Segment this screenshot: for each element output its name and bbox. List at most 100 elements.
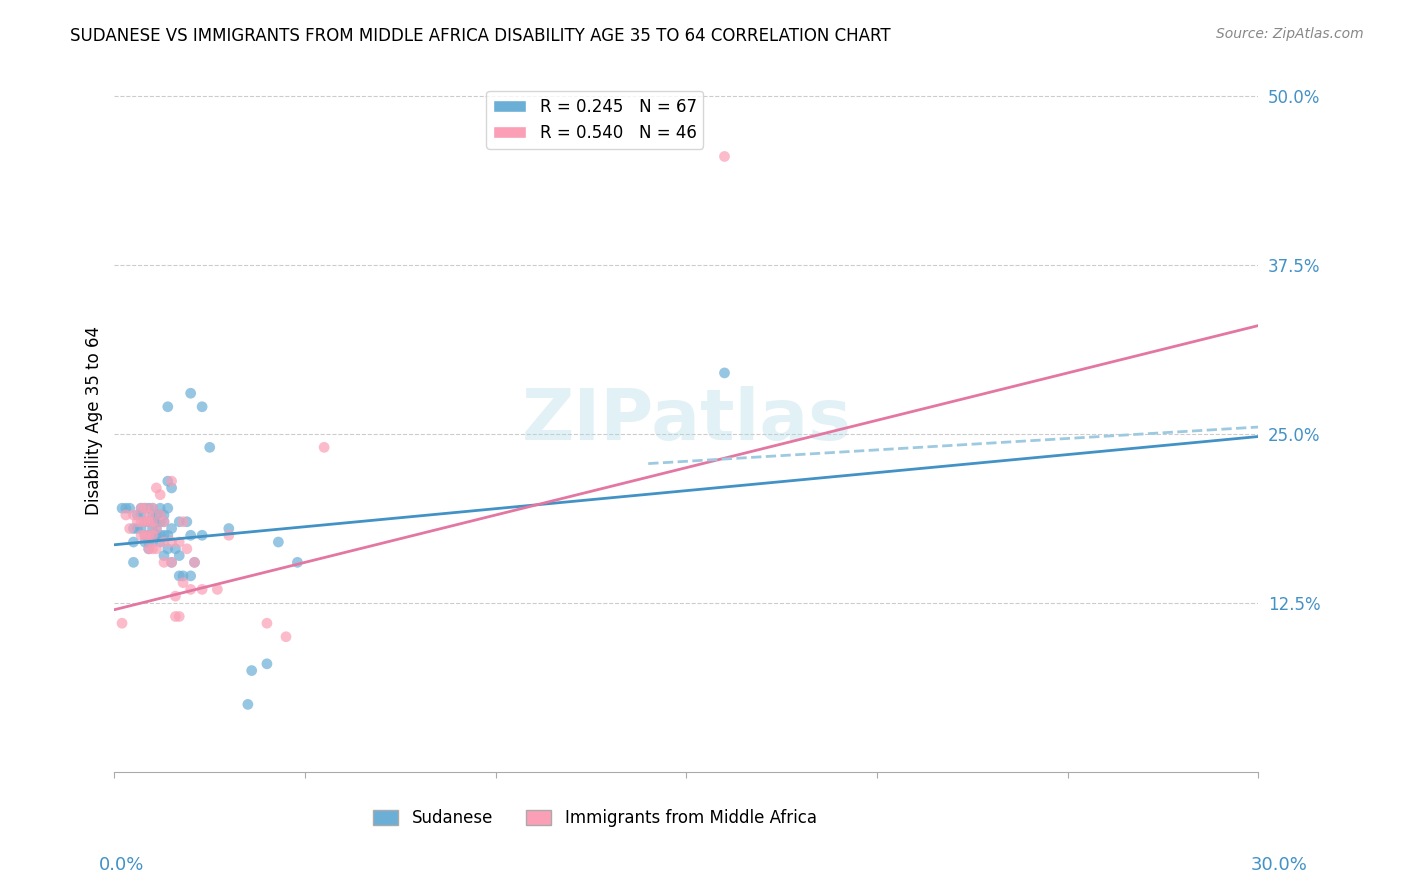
Point: [138, 535, 160, 549]
Point: [134, 515, 156, 529]
Point: [160, 522, 183, 536]
Point: [127, 522, 149, 536]
Point: [129, 515, 152, 529]
Point: [129, 522, 152, 536]
Point: [207, 582, 229, 597]
Point: [141, 515, 163, 529]
Point: [149, 508, 172, 522]
Point: [122, 535, 145, 549]
Point: [713, 366, 735, 380]
Point: [165, 541, 187, 556]
Point: [118, 522, 141, 536]
Point: [274, 630, 297, 644]
Point: [141, 501, 163, 516]
Point: [134, 528, 156, 542]
Point: [138, 541, 160, 556]
Point: [167, 535, 190, 549]
Point: [122, 555, 145, 569]
Point: [145, 508, 167, 522]
Point: [149, 508, 172, 522]
Point: [165, 589, 187, 603]
Point: [134, 501, 156, 516]
Point: [153, 555, 176, 569]
Point: [167, 549, 190, 563]
Point: [167, 515, 190, 529]
Text: Source: ZipAtlas.com: Source: ZipAtlas.com: [1216, 27, 1364, 41]
Point: [180, 386, 202, 401]
Point: [127, 515, 149, 529]
Point: [160, 535, 183, 549]
Point: [111, 501, 134, 516]
Point: [138, 528, 160, 542]
Text: 0.0%: 0.0%: [98, 856, 143, 874]
Point: [122, 508, 145, 522]
Point: [160, 481, 183, 495]
Point: [256, 657, 278, 671]
Point: [145, 528, 167, 542]
Point: [134, 501, 156, 516]
Point: [141, 522, 163, 536]
Point: [713, 149, 735, 163]
Point: [287, 555, 309, 569]
Point: [153, 515, 176, 529]
Point: [180, 569, 202, 583]
Point: [191, 400, 214, 414]
Point: [122, 522, 145, 536]
Point: [145, 522, 167, 536]
Point: [141, 528, 163, 542]
Point: [111, 616, 134, 631]
Point: [149, 488, 172, 502]
Point: [191, 582, 214, 597]
Point: [160, 555, 183, 569]
Point: [149, 515, 172, 529]
Point: [156, 541, 179, 556]
Point: [138, 515, 160, 529]
Point: [129, 508, 152, 522]
Point: [141, 501, 163, 516]
Point: [153, 535, 176, 549]
Point: [138, 515, 160, 529]
Point: [156, 474, 179, 488]
Text: SUDANESE VS IMMIGRANTS FROM MIDDLE AFRICA DISABILITY AGE 35 TO 64 CORRELATION CH: SUDANESE VS IMMIGRANTS FROM MIDDLE AFRIC…: [70, 27, 891, 45]
Point: [191, 528, 214, 542]
Point: [153, 528, 176, 542]
Point: [115, 508, 138, 522]
Point: [138, 501, 160, 516]
Text: 30.0%: 30.0%: [1251, 856, 1308, 874]
Point: [218, 522, 240, 536]
Point: [127, 508, 149, 522]
Point: [236, 698, 259, 712]
Point: [149, 535, 172, 549]
Point: [172, 575, 194, 590]
Point: [141, 541, 163, 556]
Point: [145, 522, 167, 536]
Point: [180, 528, 202, 542]
Point: [129, 501, 152, 516]
Point: [180, 582, 202, 597]
Point: [160, 555, 183, 569]
Point: [118, 501, 141, 516]
Point: [198, 441, 221, 455]
Point: [165, 609, 187, 624]
Point: [129, 501, 152, 516]
Point: [176, 515, 198, 529]
Point: [138, 528, 160, 542]
Point: [183, 555, 205, 569]
Point: [153, 549, 176, 563]
Point: [141, 535, 163, 549]
Point: [145, 541, 167, 556]
Point: [176, 541, 198, 556]
Point: [141, 528, 163, 542]
Point: [167, 609, 190, 624]
Point: [172, 569, 194, 583]
Point: [156, 501, 179, 516]
Point: [153, 515, 176, 529]
Point: [141, 515, 163, 529]
Point: [314, 441, 336, 455]
Point: [115, 501, 138, 516]
Point: [172, 515, 194, 529]
Point: [149, 501, 172, 516]
Point: [267, 535, 290, 549]
Point: [218, 528, 240, 542]
Point: [145, 515, 167, 529]
